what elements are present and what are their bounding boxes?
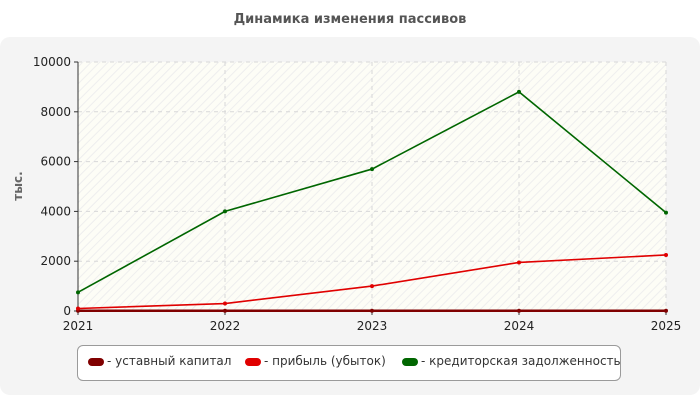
x-tick-label: 2022 (210, 319, 241, 333)
data-point (223, 301, 227, 306)
data-point (664, 252, 668, 257)
y-axis-label: тыс. (11, 171, 25, 200)
legend-label: - уставный капитал (107, 354, 232, 368)
data-point (664, 308, 668, 313)
data-point (517, 260, 521, 265)
y-tick-label: 0 (63, 304, 71, 318)
data-point (76, 306, 80, 311)
x-tick-label: 2021 (63, 319, 94, 333)
x-tick-label: 2025 (651, 319, 682, 333)
data-point (76, 290, 80, 295)
y-tick-label: 6000 (40, 155, 71, 169)
data-point (370, 284, 374, 289)
grid (78, 61, 667, 311)
legend: - уставный капитал - прибыль (убыток) - … (77, 345, 621, 381)
x-tick-label: 2023 (357, 319, 388, 333)
y-tick-label: 8000 (40, 105, 71, 119)
legend-label: - прибыль (убыток) (264, 354, 386, 368)
data-point (223, 308, 227, 313)
x-tick-label: 2024 (504, 319, 535, 333)
y-ticks: 0 2000 4000 6000 8000 10000 (33, 55, 78, 318)
legend-swatch (88, 357, 104, 366)
legend-item-kreditorskaya: - кредиторская задолженность (402, 354, 621, 368)
data-point (223, 209, 227, 214)
y-tick-label: 10000 (33, 55, 71, 69)
chart-title: Динамика изменения пассивов (233, 12, 467, 27)
legend-item-pribyl: - прибыль (убыток) (245, 354, 386, 368)
series-group (76, 89, 668, 313)
data-point (517, 308, 521, 313)
legend-label: - кредиторская задолженность (421, 354, 621, 368)
legend-swatch (245, 357, 261, 366)
y-tick-label: 4000 (40, 204, 71, 218)
x-ticks: 2021 2022 2023 2024 2025 (63, 311, 682, 333)
y-tick-label: 2000 (40, 254, 71, 268)
data-point (370, 308, 374, 313)
legend-item-ustavnyi-kapital: - уставный капитал (88, 354, 231, 368)
data-point (664, 210, 668, 215)
data-point (370, 167, 374, 172)
legend-swatch (402, 357, 418, 366)
data-point (517, 89, 521, 94)
